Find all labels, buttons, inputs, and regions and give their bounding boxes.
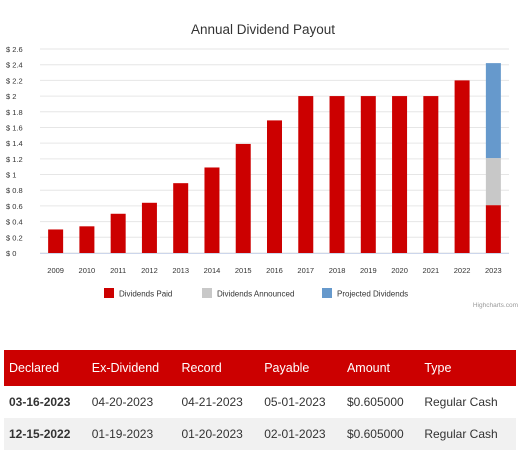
- dividend-chart: Annual Dividend Payout $ 0 $ 0.2 $ 0.4 $ 0.6…: [6, 22, 509, 299]
- table-row: 12-15-2022 01-19-2023 01-20-2023 02-01-2…: [4, 418, 516, 450]
- legend-swatch-paid: [104, 288, 114, 298]
- bar-paid-2018: [329, 96, 345, 253]
- x-tick-label: 2011: [110, 266, 126, 275]
- header-record: Record: [176, 350, 260, 386]
- header-type: Type: [419, 350, 516, 386]
- bar-paid-2013: [173, 183, 189, 253]
- y-tick-label: $ 2.2: [6, 76, 23, 85]
- bar-paid-2012: [141, 202, 157, 253]
- bar-announced-2023: [485, 158, 501, 206]
- header-ex-dividend: Ex-Dividend: [86, 350, 177, 386]
- bar-paid-2011: [110, 213, 126, 253]
- x-tick-label: 2017: [297, 266, 314, 275]
- y-tick-label: $ 0.6: [6, 202, 23, 211]
- bar-paid-2020: [392, 96, 408, 253]
- x-tick-label: 2022: [454, 266, 471, 275]
- cell-type: Regular Cash: [419, 418, 516, 450]
- x-tick-label: 2010: [79, 266, 96, 275]
- cell-amount: $0.605000: [346, 395, 404, 409]
- y-tick-label: $ 0.8: [6, 186, 23, 195]
- bar-paid-2017: [298, 96, 314, 253]
- header-declared: Declared: [4, 350, 87, 386]
- x-tick-label: 2018: [329, 266, 346, 275]
- table-row: 03-16-2023 04-20-2023 04-21-2023 05-01-2…: [4, 386, 516, 418]
- y-tick-label: $ 2.6: [6, 45, 23, 54]
- legend-item-paid: Dividends Paid: [119, 290, 172, 299]
- cell-declared: 03-16-2023: [9, 395, 71, 409]
- x-tick-label: 2019: [360, 266, 377, 275]
- cell-payable: 02-01-2023: [259, 418, 342, 450]
- bar-paid-2009: [48, 229, 64, 253]
- y-tick-label: $ 1.4: [6, 139, 23, 148]
- cell-ex-dividend: 01-19-2023: [86, 418, 177, 450]
- bar-paid-2015: [235, 143, 251, 253]
- y-tick-label: $ 0.4: [6, 218, 23, 227]
- y-tick-label: $ 1.2: [6, 155, 23, 164]
- bar-paid-2019: [360, 96, 376, 253]
- y-tick-label: $ 2.4: [6, 61, 23, 70]
- header-amount: Amount: [341, 350, 420, 386]
- bar-paid-2022: [454, 80, 470, 253]
- y-tick-label: $ 1.6: [6, 123, 23, 132]
- bar-paid-2014: [204, 167, 220, 253]
- bar-projected-2023: [485, 63, 501, 159]
- dividend-table: Declared Ex-Dividend Record Payable Amou…: [4, 350, 516, 450]
- x-tick-label: 2016: [266, 266, 283, 275]
- bar-paid-2010: [79, 226, 95, 253]
- x-tick-label: 2023: [485, 266, 502, 275]
- cell-payable: 05-01-2023: [264, 395, 326, 409]
- chart-title: Annual Dividend Payout: [191, 22, 335, 37]
- legend-swatch-announced: [202, 288, 212, 298]
- cell-amount: $0.605000: [341, 418, 420, 450]
- x-tick-label: 2014: [204, 266, 221, 275]
- cell-type: Regular Cash: [424, 395, 498, 409]
- y-tick-label: $ 2: [6, 92, 16, 101]
- x-tick-label: 2021: [422, 266, 439, 275]
- bar-paid-2023: [485, 205, 501, 253]
- bar-paid-2021: [423, 96, 439, 253]
- y-tick-label: $ 0: [6, 249, 16, 258]
- x-tick-label: 2009: [47, 266, 64, 275]
- cell-declared: 12-15-2022: [4, 418, 87, 450]
- chart-credits[interactable]: Highcharts.com: [472, 302, 518, 309]
- y-tick-label: $ 1: [6, 171, 16, 180]
- x-tick-label: 2015: [235, 266, 252, 275]
- y-tick-label: $ 0.2: [6, 233, 23, 242]
- x-tick-label: 2020: [391, 266, 408, 275]
- bar-paid-2016: [267, 120, 282, 254]
- cell-ex-dividend: 04-20-2023: [91, 395, 154, 409]
- header-payable: Payable: [259, 350, 342, 386]
- cell-record: 01-20-2023: [176, 418, 260, 450]
- legend-swatch-projected: [322, 288, 332, 298]
- table-header-row: Declared Ex-Dividend Record Payable Amou…: [4, 350, 516, 386]
- legend-item-announced: Dividends Announced: [217, 290, 294, 299]
- cell-record: 04-21-2023: [181, 395, 243, 409]
- x-tick-label: 2012: [141, 266, 158, 275]
- legend-item-projected: Projected Dividends: [337, 290, 408, 299]
- y-tick-label: $ 1.8: [6, 108, 23, 117]
- x-tick-label: 2013: [172, 266, 189, 275]
